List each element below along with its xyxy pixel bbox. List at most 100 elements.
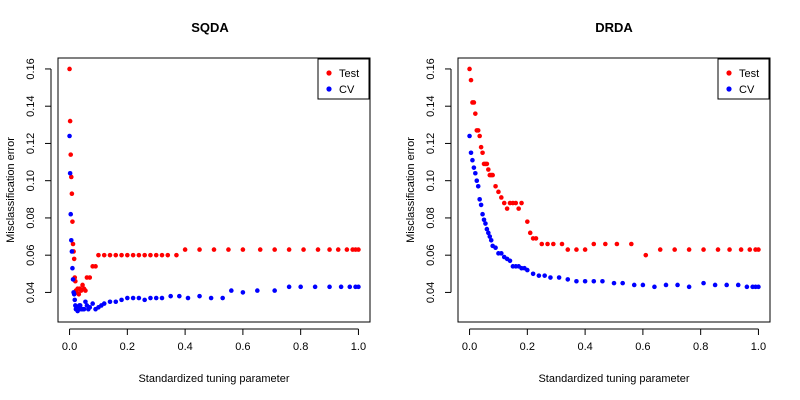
point-cv bbox=[477, 197, 482, 202]
point-cv bbox=[744, 284, 750, 290]
point-cv bbox=[107, 299, 113, 305]
legend-test-label: Test bbox=[339, 68, 359, 80]
point-cv bbox=[468, 150, 474, 156]
point-test bbox=[76, 291, 82, 297]
y-tick-label: 0.04 bbox=[25, 282, 37, 303]
x-tick-label: 0.8 bbox=[293, 341, 308, 353]
point-test bbox=[301, 247, 306, 252]
legend: Test CV bbox=[717, 58, 770, 100]
plot-frame bbox=[57, 57, 371, 323]
point-test bbox=[519, 200, 524, 206]
point-test bbox=[257, 247, 263, 252]
point-test bbox=[551, 241, 556, 247]
x-tick-label: 1.0 bbox=[751, 341, 766, 353]
x-axis-label: Standardized tuning parameter bbox=[138, 373, 289, 385]
point-test bbox=[527, 230, 533, 236]
point-cv bbox=[686, 284, 692, 290]
point-cv bbox=[735, 282, 741, 288]
point-test bbox=[603, 241, 608, 247]
point-cv bbox=[312, 284, 318, 290]
point-cv bbox=[68, 211, 74, 217]
x-tick-label: 0.4 bbox=[577, 341, 592, 353]
x-tick-label: 1.0 bbox=[351, 341, 366, 353]
point-cv bbox=[480, 211, 485, 217]
point-test bbox=[83, 288, 88, 293]
x-tick-label: 0.6 bbox=[235, 341, 250, 353]
point-cv bbox=[507, 258, 513, 264]
point-test bbox=[559, 241, 565, 247]
point-test bbox=[582, 247, 588, 252]
point-test bbox=[756, 247, 761, 252]
point-test bbox=[477, 133, 482, 139]
point-test bbox=[197, 247, 202, 252]
point-cv bbox=[530, 271, 536, 277]
y-axis: 0.04 0.06 0.08 0.10 0.12 0.14 0.16 bbox=[25, 58, 52, 303]
legend-box bbox=[717, 58, 770, 100]
point-test bbox=[701, 247, 706, 252]
point-test bbox=[356, 247, 361, 252]
y-axis: 0.04 0.06 0.08 0.10 0.12 0.14 0.16 bbox=[425, 58, 452, 303]
x-tick-label: 0.0 bbox=[462, 341, 477, 353]
point-test bbox=[130, 252, 136, 258]
y-tick-label: 0.14 bbox=[425, 95, 437, 116]
point-test bbox=[475, 128, 481, 133]
y-tick-label: 0.16 bbox=[25, 58, 37, 79]
point-test bbox=[70, 241, 76, 247]
point-cv bbox=[542, 273, 547, 278]
point-test bbox=[93, 264, 98, 269]
point-test bbox=[574, 247, 579, 252]
y-axis-label: Misclassification error bbox=[405, 137, 417, 243]
point-test bbox=[486, 167, 491, 172]
point-test bbox=[153, 252, 159, 258]
point-cv bbox=[168, 293, 173, 299]
point-cv bbox=[536, 273, 542, 278]
x-axis: 0.0 0.2 0.4 0.6 0.8 1.0 bbox=[462, 328, 766, 353]
point-cv bbox=[631, 282, 637, 288]
point-cv bbox=[208, 295, 214, 301]
point-cv bbox=[675, 282, 680, 288]
point-cv bbox=[591, 278, 597, 284]
point-cv bbox=[142, 297, 147, 303]
point-cv bbox=[77, 303, 83, 308]
legend-test-label: Test bbox=[739, 68, 759, 80]
point-test bbox=[315, 247, 321, 252]
legend-box bbox=[317, 58, 370, 100]
point-test bbox=[226, 247, 231, 252]
plot-frame bbox=[457, 57, 771, 323]
point-test bbox=[747, 247, 753, 252]
point-test bbox=[286, 247, 292, 252]
legend-cv-label: CV bbox=[339, 84, 355, 96]
point-test bbox=[727, 247, 732, 252]
point-cv bbox=[90, 301, 95, 306]
y-tick-label: 0.12 bbox=[425, 133, 437, 154]
point-test bbox=[643, 252, 649, 258]
point-cv bbox=[474, 178, 480, 183]
point-cv bbox=[756, 284, 761, 290]
point-cv bbox=[159, 295, 165, 301]
x-tick-label: 0.8 bbox=[693, 341, 708, 353]
point-cv bbox=[240, 290, 246, 295]
point-test bbox=[480, 150, 485, 156]
point-cv bbox=[148, 295, 153, 301]
point-cv bbox=[556, 275, 562, 280]
data-points bbox=[467, 66, 761, 290]
point-cv bbox=[484, 226, 490, 232]
point-cv bbox=[229, 288, 234, 293]
point-test bbox=[738, 247, 744, 252]
point-test bbox=[148, 252, 153, 258]
point-test bbox=[484, 161, 490, 167]
point-test bbox=[165, 252, 171, 258]
point-test bbox=[614, 241, 620, 247]
point-cv bbox=[68, 237, 74, 243]
y-tick-label: 0.10 bbox=[425, 170, 437, 191]
point-cv bbox=[712, 282, 718, 288]
point-cv bbox=[113, 299, 119, 305]
point-cv bbox=[486, 230, 491, 236]
point-test bbox=[657, 247, 663, 252]
point-test bbox=[478, 144, 484, 150]
point-cv bbox=[286, 284, 292, 290]
point-cv bbox=[640, 282, 646, 288]
point-cv bbox=[574, 278, 579, 284]
point-cv bbox=[600, 278, 605, 284]
point-test bbox=[69, 191, 75, 197]
